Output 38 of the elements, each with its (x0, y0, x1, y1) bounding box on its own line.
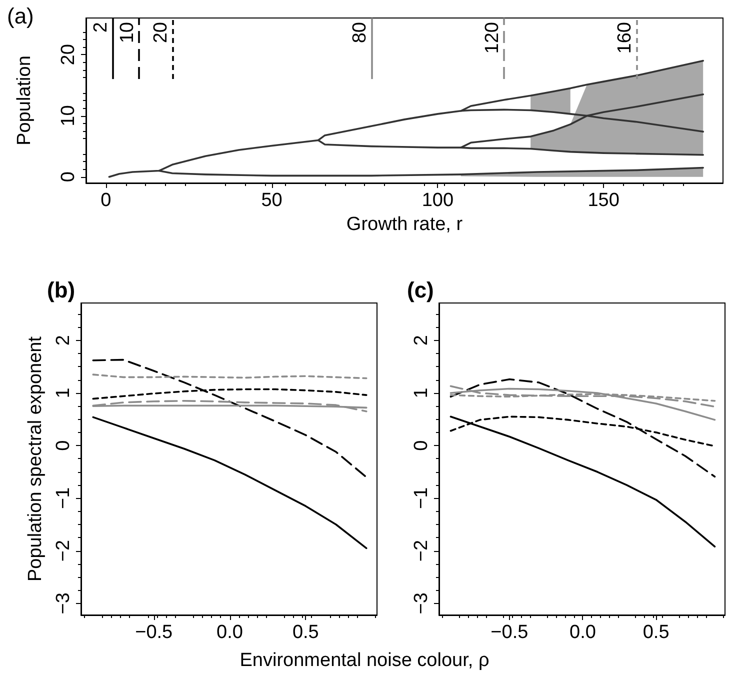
y-tick-label: 1 (53, 388, 74, 398)
y-tick-label: −3 (53, 592, 74, 614)
chart-title: (c) (407, 278, 434, 302)
y-tick-label: 20 (58, 44, 79, 66)
y-tick-label: 0 (53, 440, 74, 451)
x-tick-label: 50 (261, 190, 282, 211)
x-axis-title: Environmental noise colour, ρ (240, 650, 490, 671)
y-tick-label: 2 (53, 335, 74, 346)
y-tick-label: −1 (53, 487, 74, 510)
ref-line-label: 10 (117, 22, 138, 44)
x-tick-label: 0.0 (570, 622, 596, 643)
y-tick-label: 2 (411, 335, 432, 346)
ref-line-label: 160 (614, 22, 636, 54)
y-tick-label: 10 (58, 105, 79, 126)
y-tick-label: −2 (411, 540, 432, 562)
y-tick-label: 0 (411, 440, 432, 451)
x-tick-label: 150 (588, 190, 620, 211)
y-tick-label: −1 (411, 487, 432, 510)
x-tick-label: 0 (100, 190, 112, 211)
x-tick-label: −0.5 (490, 622, 528, 643)
chart-title: (b) (47, 278, 76, 302)
x-axis-title: Growth rate, r (346, 214, 464, 235)
y-tick-label: −2 (53, 540, 74, 562)
x-tick-label: −0.5 (135, 622, 173, 643)
chart-title: (a) (7, 4, 34, 28)
y-tick-label: −3 (411, 592, 432, 614)
y-tick-label: 1 (411, 388, 432, 398)
ref-line-label: 120 (482, 22, 504, 54)
y-tick-label: 0 (58, 172, 79, 182)
ref-line-label: 2 (90, 22, 112, 33)
x-tick-label: 0.0 (216, 622, 243, 643)
y-axis-title: Population spectral exponent (25, 336, 46, 582)
x-tick-label: 0.5 (292, 622, 319, 643)
x-tick-label: 0.5 (642, 622, 670, 643)
ref-line-label: 80 (349, 22, 370, 44)
x-tick-label: 100 (422, 190, 454, 211)
ref-line-label: 20 (150, 22, 172, 44)
y-axis-title: Population (14, 56, 35, 146)
